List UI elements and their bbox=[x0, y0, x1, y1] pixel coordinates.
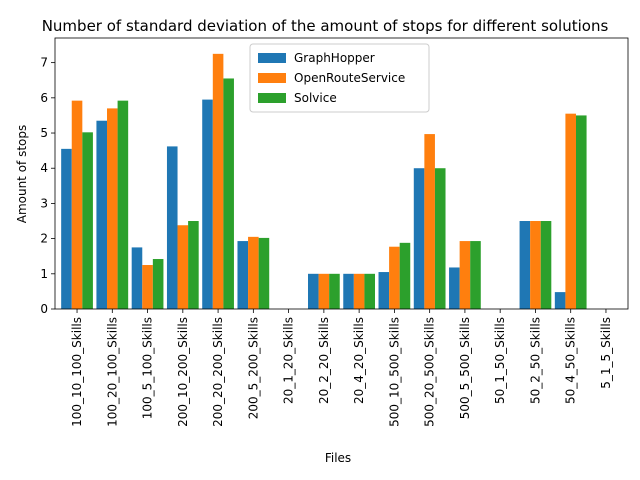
y-tick-label: 7 bbox=[40, 56, 48, 70]
legend-box bbox=[249, 43, 430, 113]
bar-graphhopper-500_20_500_Skills bbox=[413, 168, 425, 309]
x-axis-label: Files bbox=[325, 451, 351, 465]
x-tick-label: 500_20_500_Skills bbox=[423, 317, 437, 427]
bar-openrouteservice-100_10_100_Skills bbox=[71, 100, 83, 310]
legend: GraphHopper OpenRouteService Solvice bbox=[249, 43, 430, 113]
legend-label-solvice: Solvice bbox=[294, 91, 337, 105]
x-tick-label: 500_10_500_Skills bbox=[387, 317, 401, 427]
y-tick-label: 5 bbox=[40, 126, 48, 140]
x-tick-label: 100_20_100_Skills bbox=[105, 317, 119, 427]
x-tick-label: 200_10_200_Skills bbox=[176, 317, 190, 427]
x-tick-label: 200_5_200_Skills bbox=[246, 317, 260, 419]
bar-openrouteservice-200_20_200_Skills bbox=[212, 53, 224, 310]
bar-openrouteservice-50_4_50_Skills bbox=[565, 113, 576, 309]
bar-openrouteservice-200_5_200_Skills bbox=[248, 236, 259, 309]
x-tick-label: 100_5_100_Skills bbox=[141, 317, 155, 419]
y-tick-label: 3 bbox=[40, 196, 48, 210]
y-tick-label: 2 bbox=[40, 232, 48, 246]
bar-graphhopper-500_10_500_Skills bbox=[378, 272, 390, 309]
x-tick-label: 20_1_20_Skills bbox=[282, 317, 296, 404]
legend-label-graphhopper: GraphHopper bbox=[294, 51, 375, 65]
bar-solvice-500_5_500_Skills bbox=[470, 241, 481, 309]
bar-openrouteservice-50_2_50_Skills bbox=[530, 221, 541, 309]
x-tick-label: 50_4_50_Skills bbox=[564, 317, 578, 404]
bar-graphhopper-100_5_100_Skills bbox=[131, 247, 143, 309]
x-tick-label: 50_2_50_Skills bbox=[528, 317, 542, 404]
bar-graphhopper-100_10_100_Skills bbox=[61, 148, 72, 309]
bar-solvice-50_2_50_Skills bbox=[540, 221, 552, 309]
bar-graphhopper-20_2_20_Skills bbox=[308, 273, 319, 309]
bar-graphhopper-100_20_100_Skills bbox=[96, 120, 108, 310]
bars-group bbox=[61, 53, 587, 310]
bar-solvice-100_20_100_Skills bbox=[117, 100, 129, 310]
bar-openrouteservice-500_20_500_Skills bbox=[424, 134, 435, 309]
legend-label-openrouteservice: OpenRouteService bbox=[294, 71, 405, 85]
bar-openrouteservice-500_10_500_Skills bbox=[389, 246, 400, 309]
bar-solvice-500_10_500_Skills bbox=[399, 242, 411, 309]
bar-solvice-500_20_500_Skills bbox=[434, 168, 446, 309]
bar-openrouteservice-500_5_500_Skills bbox=[459, 241, 471, 309]
bar-openrouteservice-100_20_100_Skills bbox=[107, 108, 118, 309]
bar-graphhopper-200_10_200_Skills bbox=[166, 146, 178, 309]
y-axis-ticks: 0 1 2 3 4 5 6 7 bbox=[40, 56, 55, 316]
bar-graphhopper-200_20_200_Skills bbox=[202, 99, 213, 309]
bar-solvice-200_5_200_Skills bbox=[258, 237, 270, 309]
bar-solvice-20_4_20_Skills bbox=[364, 273, 375, 309]
x-axis-ticks: 100_10_100_Skills 100_20_100_Skills 100_5_… bbox=[70, 309, 613, 427]
x-tick-label: 500_5_500_Skills bbox=[458, 317, 472, 419]
x-tick-label: 200_20_200_Skills bbox=[211, 317, 225, 427]
y-tick-label: 4 bbox=[40, 161, 48, 175]
bar-openrouteservice-100_5_100_Skills bbox=[142, 265, 153, 309]
legend-swatch-graphhopper bbox=[258, 53, 286, 63]
bar-solvice-100_10_100_Skills bbox=[82, 132, 93, 309]
bar-graphhopper-50_4_50_Skills bbox=[554, 292, 566, 309]
bar-graphhopper-200_5_200_Skills bbox=[237, 241, 249, 309]
bar-solvice-200_10_200_Skills bbox=[188, 221, 199, 309]
x-tick-label: 20_4_20_Skills bbox=[352, 317, 366, 404]
bar-solvice-20_2_20_Skills bbox=[329, 273, 340, 309]
bar-solvice-200_20_200_Skills bbox=[223, 78, 234, 309]
legend-swatch-openrouteservice bbox=[258, 73, 286, 83]
bar-solvice-50_4_50_Skills bbox=[575, 115, 587, 310]
bar-graphhopper-500_5_500_Skills bbox=[449, 267, 460, 309]
legend-swatch-solvice bbox=[258, 93, 286, 103]
y-tick-label: 6 bbox=[40, 91, 48, 105]
bar-solvice-100_5_100_Skills bbox=[152, 259, 164, 309]
bar-openrouteservice-20_2_20_Skills bbox=[318, 273, 330, 309]
bar-openrouteservice-20_4_20_Skills bbox=[353, 273, 365, 309]
y-tick-label: 0 bbox=[40, 302, 48, 316]
bar-graphhopper-50_2_50_Skills bbox=[519, 221, 531, 309]
chart-title: Number of standard deviation of the amou… bbox=[42, 17, 609, 35]
y-axis-label: Amount of stops bbox=[15, 125, 29, 224]
bar-graphhopper-20_4_20_Skills bbox=[343, 273, 354, 309]
x-tick-label: 5_1_5_Skills bbox=[599, 317, 613, 389]
y-tick-label: 1 bbox=[40, 267, 48, 281]
x-tick-label: 20_2_20_Skills bbox=[317, 317, 331, 404]
bar-openrouteservice-200_10_200_Skills bbox=[177, 225, 189, 309]
x-tick-label: 100_10_100_Skills bbox=[70, 317, 84, 427]
plot-frame bbox=[54, 37, 629, 310]
x-tick-label: 50_1_50_Skills bbox=[493, 317, 507, 404]
